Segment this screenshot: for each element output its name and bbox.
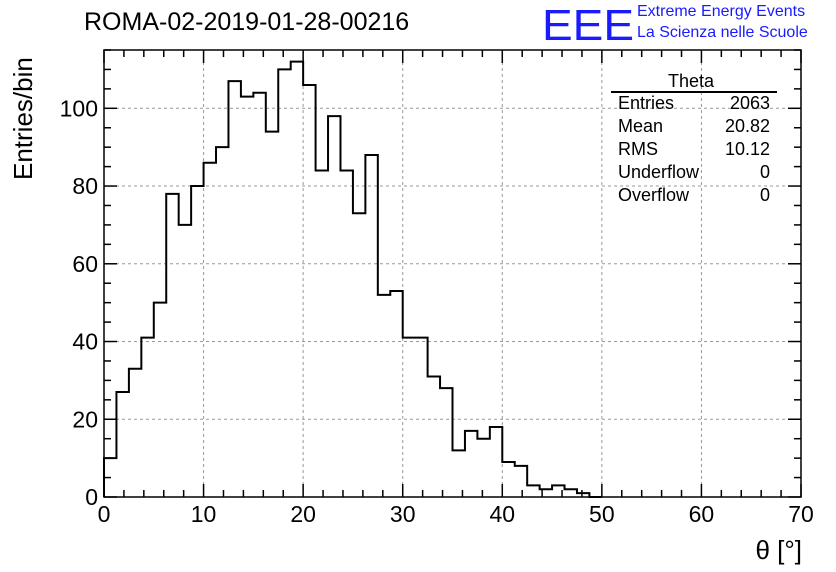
stat-value-overflow: 0: [759, 185, 770, 205]
histogram-bin: [378, 295, 390, 497]
logo-text: EEE: [542, 2, 634, 46]
logo-subtitle-line2: La Scienza nelle Scuole: [637, 24, 808, 41]
histogram-bin: [179, 225, 191, 497]
y-tick-label: 60: [72, 251, 98, 277]
y-tick-label: 40: [72, 329, 98, 355]
histogram-bin: [116, 392, 128, 497]
stat-value-entries: 2063: [729, 93, 770, 113]
histogram-bin: [428, 377, 440, 497]
x-tick-label: 70: [788, 501, 814, 527]
histogram-bin: [241, 97, 253, 497]
x-tick-label: 20: [290, 501, 316, 527]
histogram-bin: [166, 194, 178, 497]
x-axis-label: θ [°]: [755, 535, 802, 565]
stat-label-underflow: Underflow: [618, 162, 700, 182]
stat-label-overflow: Overflow: [618, 185, 690, 205]
stats-divider: [611, 91, 777, 93]
histogram-bin: [353, 213, 365, 497]
histogram-bin: [278, 69, 290, 497]
x-tick-label: 40: [489, 501, 515, 527]
x-tick-label: 10: [191, 501, 217, 527]
histogram-bin: [291, 62, 303, 497]
histogram-bin: [303, 85, 315, 497]
histogram-bin: [328, 116, 340, 497]
x-tick-label: 50: [589, 501, 615, 527]
histogram-bin: [228, 81, 240, 497]
histogram-bin: [465, 431, 477, 497]
histogram-bin: [502, 462, 514, 497]
x-tick-label: 30: [390, 501, 416, 527]
stat-value-rms: 10.12: [724, 139, 770, 159]
run-title: ROMA-02-2019-01-28-00216: [84, 8, 410, 36]
histogram-bin: [390, 291, 402, 497]
histogram-bin: [253, 93, 265, 497]
stat-value-mean: 20.82: [724, 116, 770, 136]
y-axis-label: Entries/bin: [8, 57, 38, 180]
histogram-bin: [129, 369, 141, 497]
histogram-bin: [415, 338, 427, 497]
histogram-bin: [515, 466, 527, 497]
logo-subtitle-line1: Extreme Energy Events: [637, 3, 806, 20]
y-tick-label: 0: [85, 484, 98, 510]
histogram-bin: [490, 427, 502, 497]
histogram-bin: [316, 170, 328, 497]
histogram-bin: [204, 163, 216, 497]
eee-logo: EEE: [542, 2, 634, 46]
histogram-bin: [477, 439, 489, 497]
y-tick-label: 80: [72, 173, 98, 199]
histogram-bin: [440, 388, 452, 497]
histogram-bin: [216, 147, 228, 497]
stat-label-rms: RMS: [618, 139, 658, 159]
histogram-bin: [403, 338, 415, 497]
y-tick-label: 100: [60, 95, 98, 121]
plot-frame: [103, 49, 802, 498]
stats-title: Theta: [668, 71, 715, 91]
stat-value-underflow: 0: [759, 162, 770, 182]
histogram-bin: [154, 303, 166, 497]
y-tick-label: 20: [72, 406, 98, 432]
stat-label-mean: Mean: [618, 116, 664, 136]
x-tick-label: 0: [98, 501, 111, 527]
histogram-bin: [565, 489, 577, 497]
histogram-bin: [141, 338, 153, 497]
histogram-bin: [365, 155, 377, 497]
histogram-bin: [527, 485, 539, 497]
stat-label-entries: Entries: [618, 93, 675, 113]
histogram-bin: [340, 170, 352, 497]
x-tick-label: 60: [689, 501, 715, 527]
histogram-series: [103, 60, 602, 498]
